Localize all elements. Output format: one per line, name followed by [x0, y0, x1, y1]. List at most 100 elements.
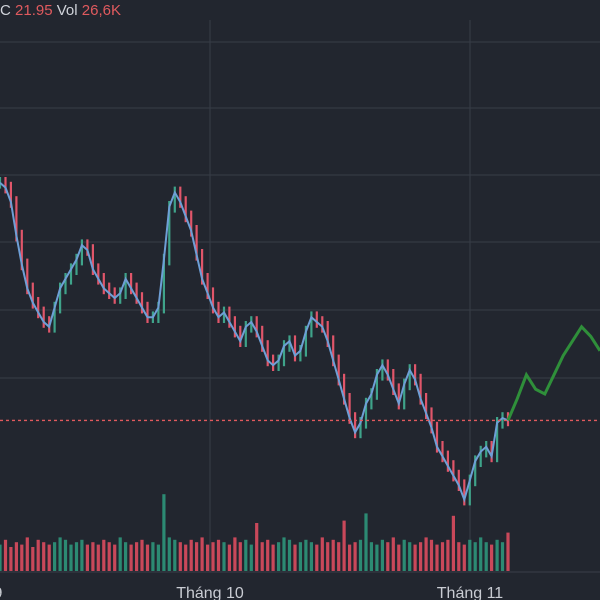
- x-tick-label: Tháng 10: [176, 585, 244, 600]
- close-label: C: [0, 2, 11, 19]
- volume-bar: [375, 544, 379, 571]
- volume-bar: [419, 542, 423, 571]
- volume-bar: [9, 547, 13, 571]
- volume-bar: [304, 539, 308, 571]
- volume-bar: [178, 542, 182, 571]
- volume-bar: [140, 539, 144, 571]
- volume-bar: [331, 539, 335, 571]
- volume-bar: [435, 544, 439, 571]
- volume-bar: [25, 537, 29, 571]
- volume-bar: [277, 542, 281, 571]
- volume-bar: [386, 542, 390, 571]
- x-axis-labels: Tháng 9 Tháng 10 Tháng 11: [0, 585, 503, 600]
- price-legend: C 21.95 Vol 26,6K: [0, 2, 121, 20]
- volume-bar: [255, 523, 259, 571]
- volume-bar: [451, 515, 455, 571]
- volume-bar: [468, 539, 472, 571]
- volume-bar: [74, 542, 79, 571]
- volume-bar: [206, 544, 210, 571]
- volume-bar: [222, 542, 226, 571]
- chart-grid: [0, 20, 600, 573]
- volume-bar: [320, 537, 324, 571]
- volume-bar: [195, 542, 199, 571]
- volume-bar: [391, 537, 395, 571]
- volume-bar: [124, 542, 128, 571]
- volume-bar: [457, 542, 461, 571]
- volume-bar: [495, 539, 499, 571]
- volume-bar: [369, 542, 373, 571]
- volume-bar: [113, 544, 117, 571]
- volume-bar: [249, 544, 253, 571]
- volume-bar: [102, 539, 106, 571]
- forecast-line: [506, 324, 600, 421]
- volume-bar: [260, 542, 264, 571]
- volume-bar: [145, 544, 150, 571]
- volume-bar: [200, 537, 204, 571]
- volume-bar: [135, 542, 139, 571]
- volume-bar: [500, 542, 505, 571]
- volume-bar: [446, 539, 450, 571]
- volume-bar: [58, 537, 62, 571]
- volume-bar: [14, 542, 18, 571]
- volume-bar: [129, 544, 133, 571]
- volume-bar: [271, 544, 275, 571]
- volume-bar: [20, 544, 24, 571]
- volume-bar: [490, 544, 494, 571]
- x-tick-label: Tháng 9: [0, 585, 2, 600]
- volume-bar: [337, 542, 341, 571]
- volume-bar: [227, 544, 231, 571]
- volume-bar: [293, 544, 297, 571]
- volume-bar: [151, 542, 155, 571]
- volume-bar: [429, 539, 434, 571]
- volume-bar: [402, 539, 406, 571]
- volume-bar: [358, 539, 363, 571]
- volume-bar: [63, 539, 68, 571]
- volume-bar: [353, 542, 357, 571]
- volume-bar: [484, 542, 488, 571]
- volume-bar: [424, 537, 428, 571]
- volume-bar: [440, 542, 445, 571]
- volume-bar: [408, 542, 412, 571]
- volume-bar: [216, 539, 221, 571]
- volume-bar: [118, 537, 122, 571]
- volume-bar: [189, 539, 193, 571]
- volume-bar: [233, 537, 237, 571]
- volume-bar: [96, 544, 100, 571]
- volume-bar: [238, 542, 242, 571]
- volume-bar: [364, 513, 368, 571]
- volume-bar: [107, 542, 111, 571]
- volume-bar: [0, 544, 2, 571]
- volume-bar: [211, 542, 215, 571]
- volume-value: 26,6K: [81, 2, 121, 19]
- volume-bar: [3, 539, 8, 571]
- volume-bar: [173, 539, 177, 571]
- volume-bar: [309, 542, 313, 571]
- volume-bar: [506, 532, 510, 571]
- volume-label: Vol: [56, 2, 78, 19]
- volume-bar: [69, 544, 73, 571]
- price-candles: [0, 177, 510, 506]
- volume-bar: [47, 544, 51, 571]
- volume-bar: [326, 542, 330, 571]
- volume-bar: [167, 537, 171, 571]
- volume-bar: [462, 544, 466, 571]
- volume-bar: [287, 539, 292, 571]
- volume-bar: [31, 547, 35, 571]
- volume-bar: [244, 539, 248, 571]
- volume-bar: [380, 539, 384, 571]
- volume-bar: [348, 544, 352, 571]
- price-line: [0, 182, 509, 503]
- volume-bar: [162, 494, 166, 571]
- close-value: 21.95: [15, 2, 53, 19]
- volume-bar: [53, 542, 57, 571]
- volume-bar: [315, 544, 319, 571]
- volume-bar: [42, 542, 46, 571]
- volume-bar: [266, 539, 270, 571]
- x-tick-label: Tháng 11: [437, 585, 504, 600]
- volume-bar: [479, 537, 483, 571]
- volume-bar: [85, 544, 89, 571]
- volume-bar: [397, 544, 401, 571]
- volume-bar: [80, 539, 84, 571]
- volume-bars: [0, 494, 510, 571]
